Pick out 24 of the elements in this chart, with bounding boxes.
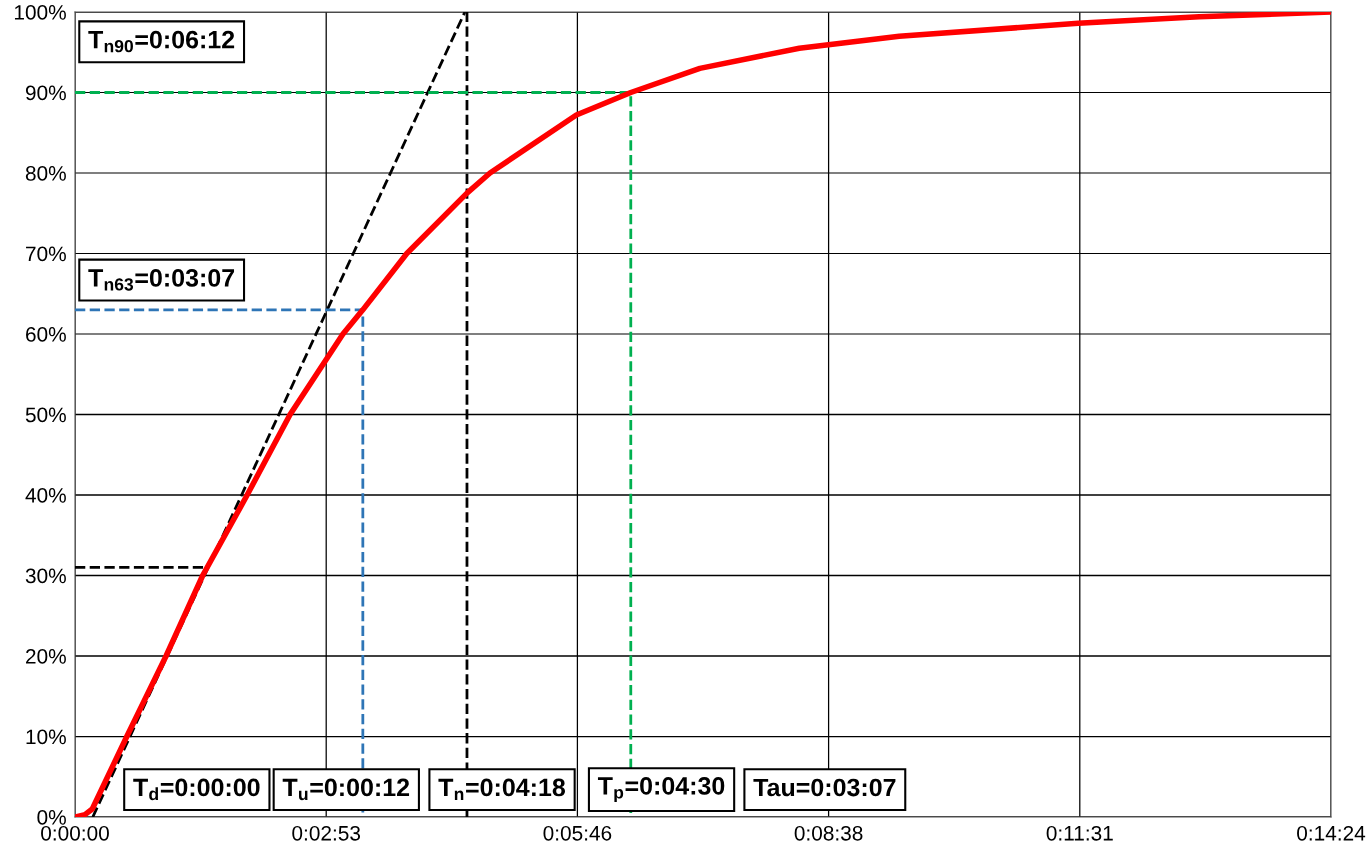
x-tick-label: 0:00:00 xyxy=(41,825,109,841)
y-tick-label: 10% xyxy=(26,729,66,745)
x-tick-label: 0:08:38 xyxy=(794,825,863,841)
y-tick-label: 100% xyxy=(14,5,66,20)
annotation: T$_{n}$=0:04:18 xyxy=(438,778,566,801)
y-tick-label: 20% xyxy=(26,649,66,664)
y-tick-label: 90% xyxy=(25,85,66,101)
annotation: T$_{n90}$=0:06:12 xyxy=(88,30,235,53)
y-tick-label: 0% xyxy=(37,810,66,825)
annotation: T$_{d}$=0:00:00 xyxy=(133,778,260,801)
y-tick-label: 30% xyxy=(25,568,66,584)
annotation: T$_{p}$=0:04:30 xyxy=(597,777,725,803)
y-tick-label: 80% xyxy=(25,166,66,181)
annotation: Tau=0:03:07 xyxy=(753,778,896,797)
y-tick-label: 40% xyxy=(25,488,66,503)
y-tick-label: 50% xyxy=(25,407,66,423)
y-tick-label: 60% xyxy=(26,327,66,342)
x-tick-label: 0:14:24 xyxy=(1297,825,1366,841)
y-tick-label: 70% xyxy=(26,246,66,262)
annotation: T$_{n63}$=0:03:07 xyxy=(88,269,235,291)
x-tick-label: 0:02:53 xyxy=(292,825,361,841)
x-tick-label: 0:11:31 xyxy=(1046,825,1113,841)
annotation: T$_{u}$=0:00:12 xyxy=(282,778,410,801)
x-tick-label: 0:05:46 xyxy=(543,825,612,841)
